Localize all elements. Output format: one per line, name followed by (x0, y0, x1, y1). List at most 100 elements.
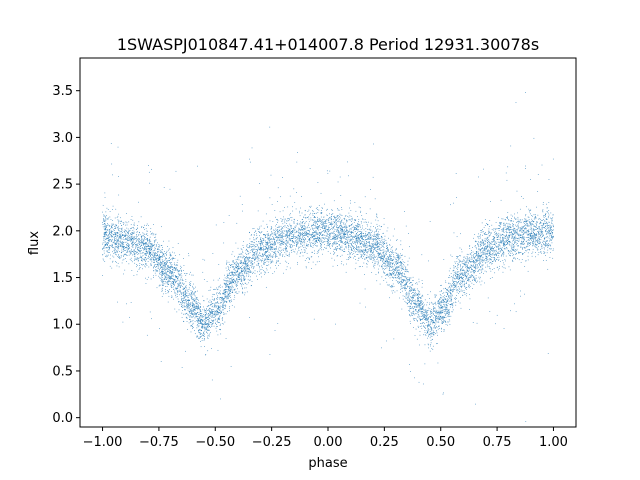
data-point (483, 226, 485, 228)
data-point (397, 257, 399, 259)
data-point (475, 262, 477, 264)
data-point (284, 207, 285, 208)
data-point (369, 233, 371, 234)
data-point (382, 252, 384, 254)
data-point (384, 256, 385, 258)
data-point (292, 206, 293, 208)
data-point (537, 249, 538, 251)
data-point (477, 236, 479, 238)
data-point (200, 315, 202, 316)
data-point (189, 316, 191, 318)
data-point (394, 265, 396, 267)
data-point (513, 236, 515, 238)
data-point (491, 224, 493, 226)
data-point (363, 239, 365, 241)
data-point (144, 246, 146, 247)
data-point (164, 269, 165, 271)
data-point (471, 250, 472, 251)
data-point (285, 246, 286, 247)
data-point (527, 234, 528, 236)
data-point (187, 314, 189, 316)
data-point (230, 289, 232, 291)
data-point (507, 250, 509, 252)
data-point (358, 224, 360, 226)
data-point (540, 239, 542, 240)
data-point (468, 270, 470, 271)
data-point (528, 239, 529, 240)
data-point (221, 305, 223, 307)
data-point (207, 319, 209, 321)
data-point (314, 217, 315, 218)
data-point (130, 239, 131, 240)
data-point (229, 283, 230, 285)
data-point (411, 290, 412, 291)
data-point (490, 243, 491, 244)
data-point (526, 250, 527, 252)
data-point (355, 237, 357, 239)
data-point (445, 309, 447, 310)
data-point (241, 249, 243, 250)
data-point (484, 270, 486, 272)
data-point (373, 234, 375, 236)
data-point (410, 296, 412, 297)
data-point (176, 281, 177, 282)
data-point (178, 270, 180, 271)
data-point (229, 288, 231, 290)
data-point (332, 233, 334, 234)
data-point (527, 252, 529, 254)
data-point (363, 242, 365, 244)
data-point (484, 248, 485, 250)
data-point (373, 266, 374, 268)
data-point (339, 237, 341, 239)
data-point (401, 282, 402, 284)
data-point (264, 260, 266, 262)
data-point (388, 285, 390, 286)
data-point (398, 254, 399, 256)
data-point (143, 227, 145, 229)
data-point (433, 306, 434, 307)
data-point (172, 273, 174, 275)
data-point (242, 271, 243, 272)
data-point (381, 257, 383, 259)
data-point (392, 249, 393, 251)
data-point (528, 210, 530, 211)
data-point (170, 262, 171, 264)
data-point (408, 271, 409, 273)
data-point (211, 323, 213, 325)
data-point (428, 324, 430, 326)
data-point (370, 234, 372, 235)
data-point (549, 248, 550, 250)
data-point (108, 231, 110, 233)
data-point (259, 228, 260, 230)
data-point (483, 260, 485, 262)
data-point (498, 235, 500, 236)
data-point (358, 238, 360, 240)
data-point (538, 218, 539, 220)
data-point (231, 299, 232, 301)
data-point (148, 266, 150, 268)
data-point (110, 143, 112, 144)
data-point (465, 278, 466, 280)
data-point (497, 246, 499, 247)
data-point (470, 264, 472, 266)
data-point (250, 246, 252, 247)
data-point (286, 230, 287, 232)
data-point (345, 243, 347, 245)
data-point (543, 243, 544, 245)
data-point (175, 293, 177, 295)
data-point (414, 335, 416, 336)
data-point (167, 301, 169, 303)
data-point (502, 234, 503, 236)
data-point (201, 317, 203, 318)
data-point (354, 227, 356, 228)
data-point (390, 254, 392, 255)
data-point (408, 293, 410, 294)
data-point (473, 284, 475, 285)
data-point (172, 258, 173, 259)
data-point (256, 256, 258, 258)
data-point (234, 270, 236, 272)
data-point (532, 238, 534, 240)
data-point (421, 319, 422, 320)
data-point (122, 246, 123, 247)
data-point (240, 261, 242, 263)
